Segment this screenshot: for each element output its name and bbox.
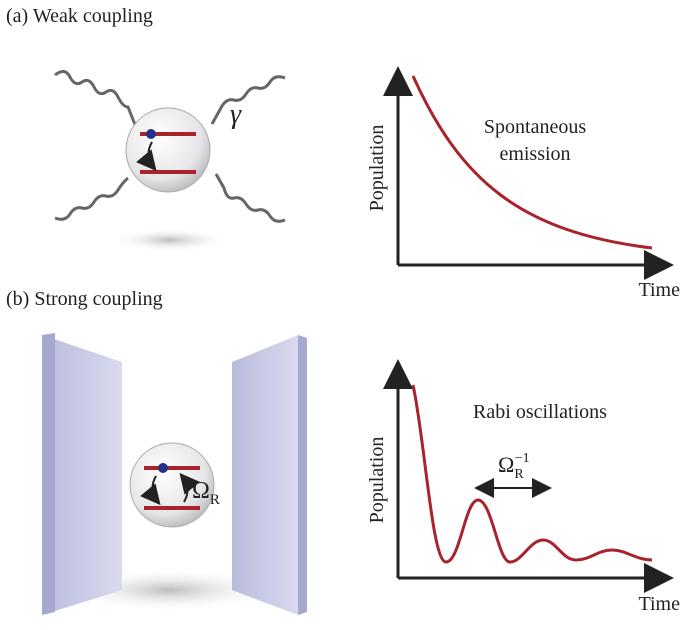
- subscript: R: [514, 467, 524, 482]
- annotation: emission: [499, 143, 570, 165]
- mirror: [42, 335, 122, 615]
- panel-label: (b) Strong coupling: [6, 288, 163, 310]
- transition-arrow: [136, 141, 157, 172]
- atom: [125, 107, 211, 193]
- electron: [158, 463, 168, 473]
- symbol: Ω: [498, 452, 514, 477]
- y-axis-label: Population: [366, 437, 388, 524]
- mirror: [232, 335, 298, 615]
- x-axis-label: Time: [638, 593, 680, 615]
- symbol: Ω: [192, 478, 210, 504]
- electron: [146, 129, 156, 139]
- decay-symbol: γ: [230, 99, 242, 130]
- rabi-symbol: ΩR: [192, 478, 220, 508]
- transition-arrow: [140, 475, 161, 506]
- shadow: [110, 228, 230, 252]
- y-axis-label: Population: [366, 125, 388, 212]
- photons: [54, 70, 286, 223]
- x-axis-label: Time: [638, 279, 680, 301]
- transition-arrow: [179, 472, 200, 503]
- period-symbol: ΩR−1: [498, 451, 530, 482]
- mirror-edge: [298, 335, 307, 615]
- subscript: R: [210, 492, 220, 508]
- mirror-edge: [42, 333, 55, 615]
- rabi-curve: [411, 384, 653, 564]
- annotation: Spontaneous: [484, 116, 586, 138]
- annotation: Rabi oscillations: [473, 401, 607, 423]
- decay-curve: [411, 75, 653, 250]
- superscript: −1: [515, 451, 530, 466]
- panel-label: (a) Weak coupling: [6, 5, 153, 27]
